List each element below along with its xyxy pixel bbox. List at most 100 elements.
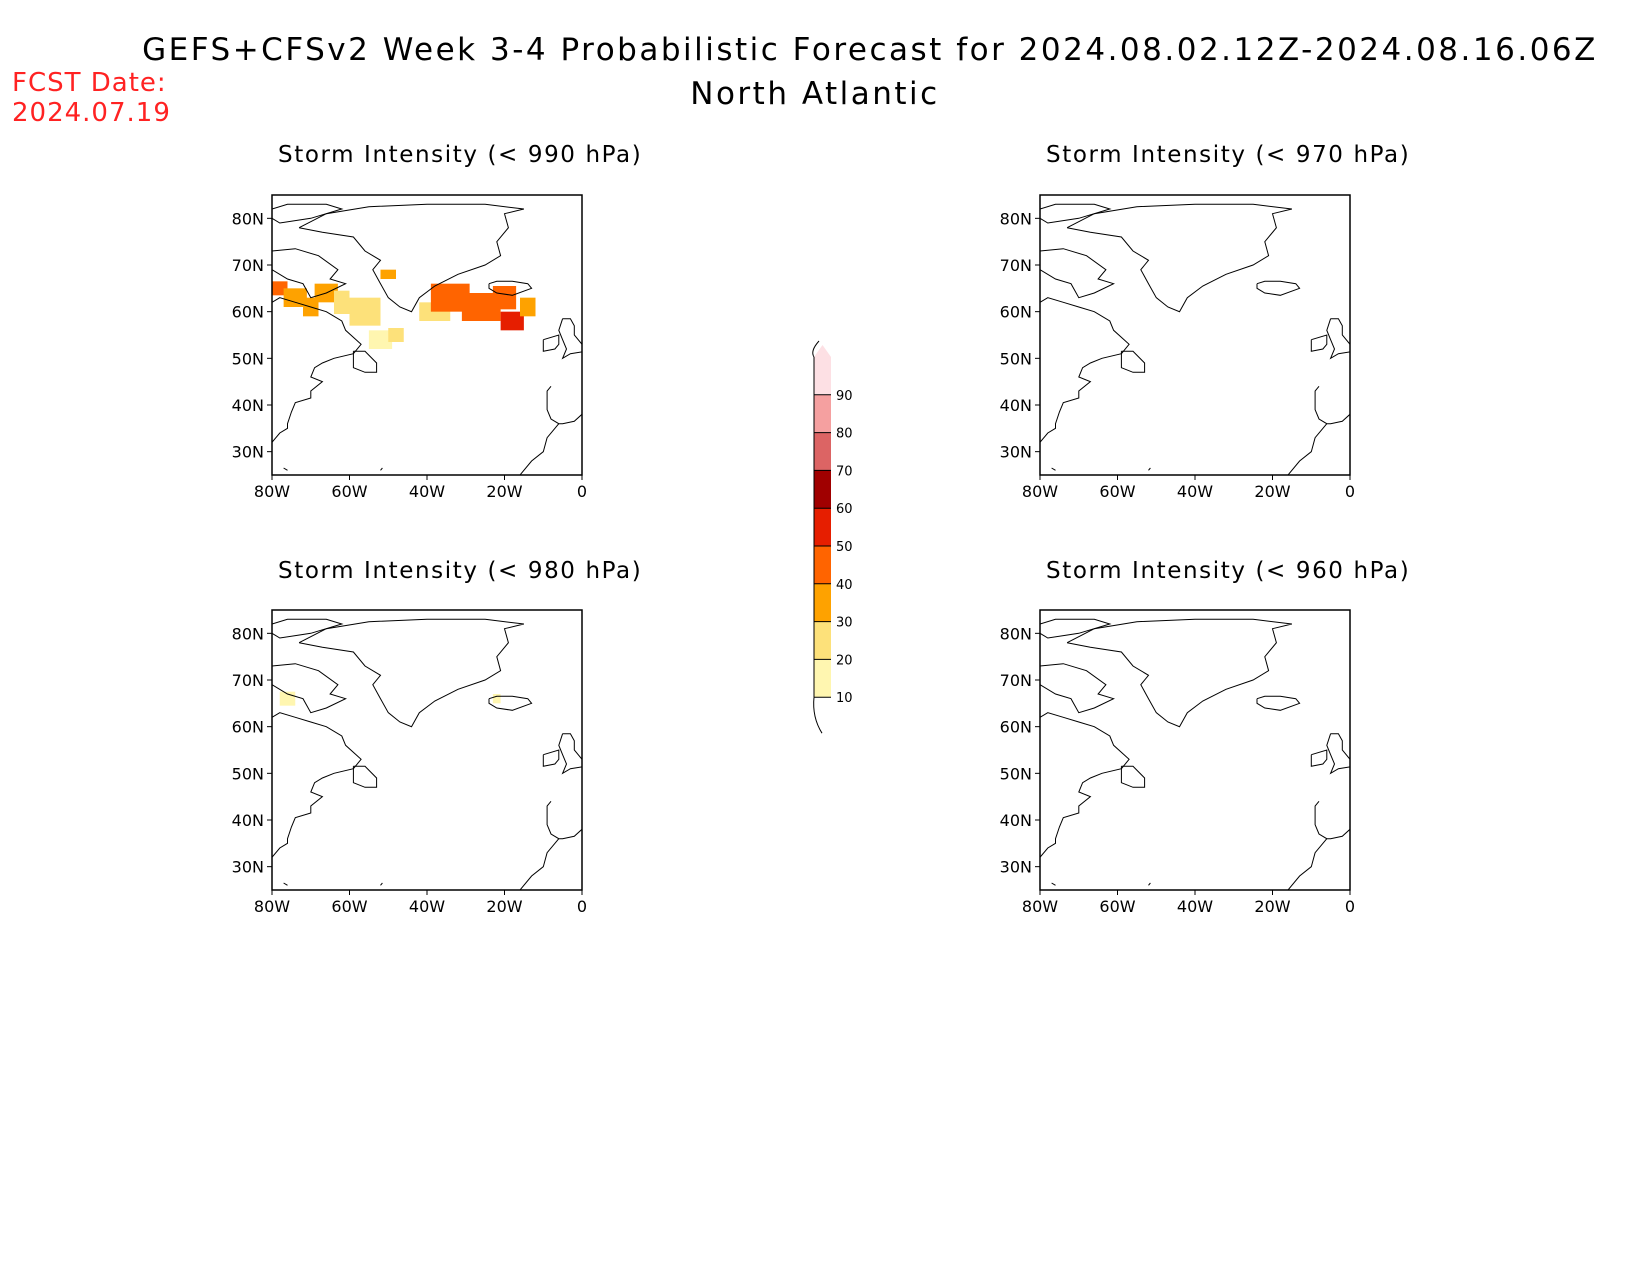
map-frame: [1039, 609, 1351, 891]
lat-tick-label: 70N: [232, 671, 264, 690]
coastline: [1040, 203, 1350, 475]
coastline-path: [380, 882, 383, 886]
lon-tick-label: 0: [1345, 897, 1355, 916]
coastline-path: [1120, 350, 1146, 373]
coastline-path: [1287, 423, 1328, 475]
map-panel-980: 80N 70N 60N 50N 40N 30N 80W 60W 40W 20W 0: [232, 609, 587, 916]
lat-tick-label: 80N: [232, 209, 264, 228]
lat-tick-label: 40N: [1000, 811, 1032, 830]
colorbar-segment: [814, 546, 831, 584]
probability-cell: [388, 328, 404, 342]
coastline-path: [1120, 765, 1146, 788]
lat-tick-label: 40N: [1000, 396, 1032, 415]
coastline-path: [272, 663, 347, 714]
coastline-path: [1326, 318, 1350, 360]
lon-tick-label: 20W: [486, 897, 522, 916]
lat-tick-label: 60N: [1000, 303, 1032, 322]
coastline-path: [558, 733, 582, 775]
lon-tick-label: 0: [1345, 482, 1355, 501]
lat-tick-label: 60N: [232, 303, 264, 322]
colorbar-segment: [814, 583, 831, 622]
lat-tick-label: 60N: [232, 718, 264, 737]
probability-cell: [334, 290, 350, 314]
forecast-date-label: FCST Date:: [12, 68, 167, 98]
map-panel-970: 80N 70N 60N 50N 40N 30N 80W 60W 40W 20W 0: [1000, 194, 1355, 501]
lat-tick-label: 70N: [232, 256, 264, 275]
lat-tick-label: 70N: [1000, 671, 1032, 690]
coastline-path: [542, 749, 560, 767]
coastline-path: [1040, 712, 1130, 858]
coastline: [1040, 618, 1350, 890]
colorbar-label: 10: [836, 691, 853, 706]
lat-tick-label: 80N: [1000, 624, 1032, 643]
coastline-path: [272, 712, 362, 858]
lon-tick-label: 60W: [331, 482, 367, 501]
coastline-path: [488, 695, 533, 711]
lat-tick-label: 40N: [232, 396, 264, 415]
coastline-path: [283, 467, 288, 471]
lat-tick-label: 30N: [232, 443, 264, 462]
coastline-path: [519, 423, 560, 475]
probability-cell: [500, 311, 524, 331]
coastline-path: [352, 765, 378, 788]
lat-tick-label: 50N: [232, 764, 264, 783]
coastline-path: [352, 350, 378, 373]
coastline: [272, 618, 582, 890]
map-frame: [271, 194, 583, 476]
coastline-path: [298, 618, 525, 728]
lon-tick-label: 20W: [486, 482, 522, 501]
map-panel-960: 80N 70N 60N 50N 40N 30N 80W 60W 40W 20W 0: [1000, 609, 1355, 916]
lat-tick-label: 30N: [232, 858, 264, 877]
lon-tick-label: 0: [577, 482, 587, 501]
lat-tick-label: 50N: [232, 349, 264, 368]
figure-subtitle: North Atlantic: [690, 76, 940, 112]
coastline-path: [488, 280, 533, 296]
coastline-path: [1051, 467, 1056, 471]
coastline-path: [1040, 618, 1112, 639]
lat-tick-label: 80N: [1000, 209, 1032, 228]
colorbar-label: 70: [836, 464, 853, 479]
colorbar-segment: [814, 432, 831, 471]
map-frame: [1039, 194, 1351, 476]
colorbar-segment: [814, 357, 831, 395]
lon-tick-label: 20W: [1254, 482, 1290, 501]
coastline-path: [380, 467, 383, 471]
colorbar-label: 60: [836, 502, 853, 517]
panel-970-title: Storm Intensity (< 970 hPa): [1046, 142, 1411, 168]
colorbar-label: 80: [836, 427, 853, 442]
colorbar-label: 90: [836, 389, 853, 404]
coastline-path: [1051, 882, 1056, 886]
coastline-path: [1310, 334, 1328, 352]
probability-cell: [368, 330, 393, 349]
coastline-path: [272, 618, 344, 639]
lon-tick-label: 80W: [1022, 482, 1058, 501]
lon-tick-label: 40W: [409, 482, 445, 501]
coastline-path: [272, 248, 347, 299]
colorbar-segment: [814, 394, 831, 433]
coastline-path: [298, 203, 525, 313]
panel-990-title: Storm Intensity (< 990 hPa): [278, 142, 643, 168]
coastline-path: [272, 297, 362, 443]
lat-tick-label: 80N: [232, 624, 264, 643]
lat-tick-label: 30N: [1000, 858, 1032, 877]
colorbar-label: 40: [836, 578, 853, 593]
probability-cell: [283, 288, 307, 307]
coastline-path: [546, 800, 582, 840]
coastline-path: [519, 838, 560, 890]
lon-tick-label: 40W: [1177, 897, 1213, 916]
colorbar-label: 30: [836, 616, 853, 631]
lat-tick-label: 50N: [1000, 764, 1032, 783]
coastline-path: [1256, 280, 1301, 296]
colorbar-label: 20: [836, 653, 853, 668]
panel-980-title: Storm Intensity (< 980 hPa): [278, 558, 643, 584]
colorbar-label: 50: [836, 540, 853, 555]
colorbar-top-cap: [814, 345, 831, 357]
coastline-path: [1326, 733, 1350, 775]
map-frame: [271, 609, 583, 891]
figure-title: GEFS+CFSv2 Week 3-4 Probabilistic Foreca…: [142, 32, 1598, 68]
lat-tick-label: 60N: [1000, 718, 1032, 737]
colorbar-top-curve: [812, 340, 820, 358]
coastline-path: [558, 318, 582, 360]
colorbar: 10 20 30 40 50 60 70 80 90: [812, 340, 853, 734]
coastline-path: [1040, 203, 1112, 224]
